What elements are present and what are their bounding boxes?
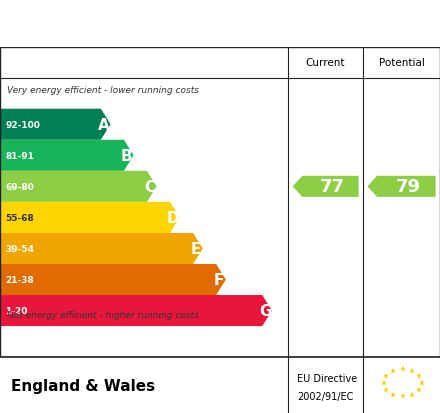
Text: Potential: Potential	[378, 58, 425, 68]
Text: Not energy efficient - higher running costs: Not energy efficient - higher running co…	[7, 310, 198, 319]
Polygon shape	[0, 140, 134, 171]
Text: D: D	[167, 210, 179, 225]
Text: 92-100: 92-100	[5, 121, 40, 129]
Text: 1-20: 1-20	[5, 306, 28, 315]
Text: C: C	[144, 179, 155, 195]
Text: Energy Efficiency Rating: Energy Efficiency Rating	[11, 14, 299, 34]
Polygon shape	[0, 202, 180, 233]
Text: 79: 79	[396, 178, 421, 196]
Text: 77: 77	[320, 178, 345, 196]
Text: 2002/91/EC: 2002/91/EC	[297, 391, 353, 401]
Text: 55-68: 55-68	[5, 214, 34, 222]
Text: F: F	[214, 272, 224, 287]
Text: 81-91: 81-91	[5, 152, 34, 160]
Polygon shape	[367, 176, 436, 197]
Polygon shape	[0, 109, 110, 140]
Text: G: G	[259, 303, 271, 318]
Text: England & Wales: England & Wales	[11, 377, 155, 393]
Polygon shape	[0, 295, 272, 326]
Polygon shape	[0, 264, 226, 295]
Text: Very energy efficient - lower running costs: Very energy efficient - lower running co…	[7, 86, 198, 95]
Polygon shape	[293, 176, 359, 197]
Text: 21-38: 21-38	[5, 275, 34, 284]
Text: E: E	[191, 241, 201, 256]
Text: B: B	[121, 148, 132, 164]
Text: A: A	[98, 117, 110, 133]
Text: 69-80: 69-80	[5, 183, 34, 191]
Text: Current: Current	[306, 58, 345, 68]
Polygon shape	[0, 171, 157, 202]
Polygon shape	[0, 233, 203, 264]
Text: 39-54: 39-54	[5, 244, 34, 253]
Text: EU Directive: EU Directive	[297, 373, 357, 383]
